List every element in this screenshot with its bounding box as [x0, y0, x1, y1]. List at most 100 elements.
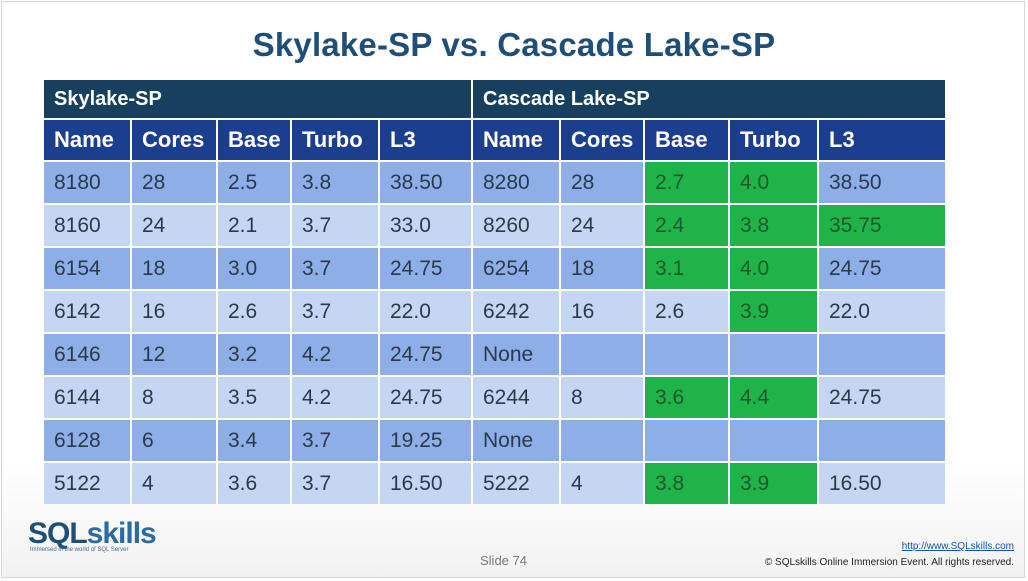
- table-row: 6142 16 2.6 3.7 22.0 6242 16 2.6 3.9 22.0: [44, 291, 945, 332]
- cell-skylake-cores: 12: [132, 334, 216, 375]
- sqlskills-logo: SQLskills Immersed in the world of SQL S…: [28, 517, 157, 553]
- cell-cascade-base: [645, 420, 728, 461]
- table-row: 6154 18 3.0 3.7 24.75 6254 18 3.1 4.0 24.75: [44, 248, 945, 289]
- cell-skylake-cores: 24: [132, 205, 216, 246]
- cell-cascade-l3: 35.75: [819, 205, 945, 246]
- cell-cascade-base: [645, 334, 728, 375]
- cell-skylake-base: 2.1: [218, 205, 290, 246]
- cell-cascade-cores: 18: [561, 248, 643, 289]
- table-row: 6128 6 3.4 3.7 19.25 None: [44, 420, 945, 461]
- cell-skylake-turbo: 3.7: [292, 463, 378, 504]
- logo-tagline: Immersed in the world of SQL Server: [30, 547, 129, 553]
- cell-cascade-base: 2.4: [645, 205, 728, 246]
- cell-skylake-base: 3.2: [218, 334, 290, 375]
- cell-cascade-name: None: [473, 420, 559, 461]
- cell-cascade-name: None: [473, 334, 559, 375]
- cell-skylake-name: 8160: [44, 205, 130, 246]
- column-header-row: Name Cores Base Turbo L3 Name Cores Base…: [44, 120, 945, 160]
- group-skylake: Skylake-SP: [44, 80, 471, 118]
- cell-skylake-base: 2.5: [218, 162, 290, 203]
- cell-skylake-turbo: 4.2: [292, 377, 378, 418]
- table-row: 6146 12 3.2 4.2 24.75 None: [44, 334, 945, 375]
- cell-cascade-name: 8280: [473, 162, 559, 203]
- cell-cascade-base: 3.6: [645, 377, 728, 418]
- cell-skylake-base: 3.0: [218, 248, 290, 289]
- cell-skylake-turbo: 3.7: [292, 291, 378, 332]
- col-header-name: Name: [473, 120, 559, 160]
- cell-skylake-l3: 24.75: [380, 248, 471, 289]
- col-header-l3: L3: [819, 120, 945, 160]
- cell-skylake-cores: 6: [132, 420, 216, 461]
- cell-skylake-turbo: 4.2: [292, 334, 378, 375]
- cell-cascade-l3: 24.75: [819, 377, 945, 418]
- cell-skylake-turbo: 3.7: [292, 248, 378, 289]
- cell-cascade-turbo: 3.9: [730, 463, 817, 504]
- table-row: 5122 4 3.6 3.7 16.50 5222 4 3.8 3.9 16.50: [44, 463, 945, 504]
- cell-cascade-turbo: 4.4: [730, 377, 817, 418]
- table-row: 8160 24 2.1 3.7 33.0 8260 24 2.4 3.8 35.75: [44, 205, 945, 246]
- cell-skylake-turbo: 3.8: [292, 162, 378, 203]
- cell-cascade-base: 2.6: [645, 291, 728, 332]
- cell-cascade-l3: 22.0: [819, 291, 945, 332]
- website-link[interactable]: http://www.SQLskills.com: [901, 541, 1014, 552]
- cell-cascade-cores: [561, 334, 643, 375]
- cell-cascade-name: 6242: [473, 291, 559, 332]
- cell-skylake-l3: 19.25: [380, 420, 471, 461]
- cell-cascade-turbo: [730, 420, 817, 461]
- slide-number: Slide 74: [480, 553, 527, 568]
- cell-skylake-l3: 38.50: [380, 162, 471, 203]
- cell-cascade-base: 3.8: [645, 463, 728, 504]
- cell-cascade-turbo: 3.9: [730, 291, 817, 332]
- cell-skylake-cores: 8: [132, 377, 216, 418]
- cell-cascade-l3: 38.50: [819, 162, 945, 203]
- cell-cascade-turbo: 4.0: [730, 248, 817, 289]
- cell-cascade-l3: [819, 334, 945, 375]
- cpu-comparison-table: Skylake-SP Cascade Lake-SP Name Cores Ba…: [42, 78, 947, 506]
- logo-text-sql: SQL: [28, 517, 88, 550]
- col-header-l3: L3: [380, 120, 471, 160]
- cell-skylake-name: 5122: [44, 463, 130, 504]
- cell-skylake-l3: 16.50: [380, 463, 471, 504]
- cell-skylake-base: 3.5: [218, 377, 290, 418]
- cell-skylake-l3: 22.0: [380, 291, 471, 332]
- cell-cascade-cores: 16: [561, 291, 643, 332]
- cell-skylake-turbo: 3.7: [292, 205, 378, 246]
- cell-cascade-turbo: 3.8: [730, 205, 817, 246]
- cell-cascade-l3: [819, 420, 945, 461]
- cell-skylake-name: 6154: [44, 248, 130, 289]
- cell-cascade-cores: 24: [561, 205, 643, 246]
- cell-cascade-cores: [561, 420, 643, 461]
- group-header-row: Skylake-SP Cascade Lake-SP: [44, 80, 945, 118]
- col-header-cores: Cores: [561, 120, 643, 160]
- cell-skylake-base: 3.6: [218, 463, 290, 504]
- col-header-cores: Cores: [132, 120, 216, 160]
- cell-cascade-name: 5222: [473, 463, 559, 504]
- cell-cascade-name: 6254: [473, 248, 559, 289]
- cell-skylake-name: 6142: [44, 291, 130, 332]
- table-body: 8180 28 2.5 3.8 38.50 8280 28 2.7 4.0 38.50 8160 24…: [44, 162, 945, 504]
- cell-skylake-cores: 16: [132, 291, 216, 332]
- cell-cascade-base: 2.7: [645, 162, 728, 203]
- cell-skylake-name: 8180: [44, 162, 130, 203]
- cell-skylake-name: 6128: [44, 420, 130, 461]
- table-row: 6144 8 3.5 4.2 24.75 6244 8 3.6 4.4 24.75: [44, 377, 945, 418]
- group-cascade-lake: Cascade Lake-SP: [473, 80, 945, 118]
- cell-skylake-turbo: 3.7: [292, 420, 378, 461]
- cell-skylake-base: 2.6: [218, 291, 290, 332]
- cell-skylake-l3: 33.0: [380, 205, 471, 246]
- cell-skylake-name: 6146: [44, 334, 130, 375]
- cell-cascade-cores: 28: [561, 162, 643, 203]
- cell-cascade-name: 8260: [473, 205, 559, 246]
- col-header-base: Base: [218, 120, 290, 160]
- col-header-turbo: Turbo: [730, 120, 817, 160]
- slide-title: Skylake-SP vs. Cascade Lake-SP: [252, 26, 776, 63]
- cell-cascade-l3: 24.75: [819, 248, 945, 289]
- cell-cascade-turbo: [730, 334, 817, 375]
- col-header-turbo: Turbo: [292, 120, 378, 160]
- col-header-base: Base: [645, 120, 728, 160]
- cell-cascade-name: 6244: [473, 377, 559, 418]
- cell-skylake-cores: 28: [132, 162, 216, 203]
- copyright-notice: © SQLskills Online Immersion Event. All …: [764, 557, 1014, 568]
- table-row: 8180 28 2.5 3.8 38.50 8280 28 2.7 4.0 38.50: [44, 162, 945, 203]
- cell-cascade-turbo: 4.0: [730, 162, 817, 203]
